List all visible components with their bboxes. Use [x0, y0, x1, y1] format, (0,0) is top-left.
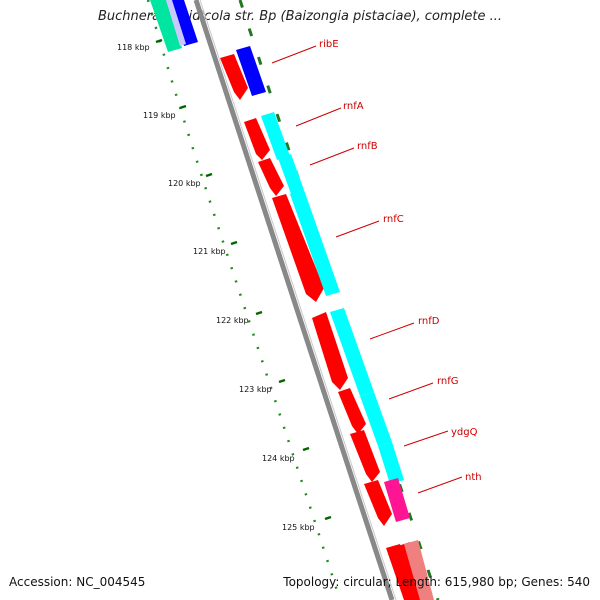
gene-label-rnfD: rnfD — [418, 316, 440, 327]
cds-nth — [364, 480, 392, 526]
gc-skew-track — [146, 0, 342, 600]
leader-line-ydgQ — [403, 430, 449, 447]
tick-label-123: 123 kbp — [239, 385, 272, 394]
leader-line-rnfC — [335, 220, 380, 238]
tick-label-125: 125 kbp — [282, 523, 315, 532]
tick-label-122: 122 kbp — [216, 316, 249, 325]
backbone-highlight — [199, 0, 397, 600]
cog-feature-blue-top — [170, 0, 198, 46]
cog-bottom-pink — [404, 540, 434, 600]
cds-rnfA — [244, 118, 270, 160]
tick-label-121: 121 kbp — [193, 247, 226, 256]
leader-line-rnfB — [309, 147, 355, 166]
leader-line-nth — [417, 476, 463, 494]
tick-label-119: 119 kbp — [143, 111, 176, 120]
gene-label-ribE: ribE — [319, 39, 339, 50]
gene-label-rnfC: rnfC — [383, 214, 404, 225]
gene-label-nth: nth — [465, 472, 482, 483]
tick-mark-119 — [179, 104, 187, 110]
gene-label-rnfA: rnfA — [343, 101, 364, 112]
leader-line-ribE — [271, 45, 317, 64]
accession-text: Accession: NC_004545 — [9, 575, 146, 589]
tick-label-120: 120 kbp — [168, 179, 201, 188]
cds-rnfC — [272, 194, 324, 302]
tick-marks: 118 kbp 119 kbp 120 kbp 121 kbp 122 kbp 123 k… — [117, 38, 332, 532]
cds-ribE — [220, 54, 248, 100]
cog-ribE — [236, 46, 266, 96]
cog-ydgQ — [378, 442, 404, 484]
tick-mark-118 — [155, 38, 163, 44]
tick-label-124: 124 kbp — [262, 454, 295, 463]
cog-rnfC — [290, 190, 340, 296]
cds-ydgQ — [350, 430, 380, 482]
topology-summary: Topology: circular; Length: 615,980 bp; … — [283, 575, 590, 589]
tick-mark-124 — [302, 446, 310, 452]
cog-rnfG — [360, 392, 392, 446]
cds-bottom-1 — [386, 544, 416, 600]
cog-nth — [384, 478, 410, 522]
tick-mark-123 — [278, 378, 286, 384]
tick-mark-120 — [205, 172, 213, 178]
leader-line-rnfD — [369, 322, 415, 340]
cog-rnfB — [278, 154, 304, 194]
cog-feature-teal — [150, 0, 182, 52]
tick-label-118: 118 kbp — [117, 43, 150, 52]
cds-rnfD — [312, 312, 348, 390]
tick-mark-121 — [230, 240, 238, 246]
gene-label-rnfB: rnfB — [357, 141, 378, 152]
backbone — [193, 0, 395, 600]
cds-rnfB — [258, 158, 284, 196]
cds-rnfG — [338, 388, 366, 434]
cog-feature-lavender — [166, 0, 186, 46]
gene-label-ydgQ: ydgQ — [451, 427, 478, 438]
cog-rnfD — [330, 308, 374, 396]
gene-label-rnfG: rnfG — [437, 376, 459, 387]
outer-tick-track — [238, 0, 440, 600]
leader-line-rnfA — [295, 107, 342, 127]
gene-labels: ribE rnfA rnfB rnfC rnfD rnfG ydgQ nth — [271, 39, 482, 494]
cog-rnfA — [261, 112, 290, 160]
tick-mark-122 — [255, 310, 263, 316]
tick-mark-125 — [324, 515, 332, 521]
leader-line-rnfG — [388, 382, 434, 400]
